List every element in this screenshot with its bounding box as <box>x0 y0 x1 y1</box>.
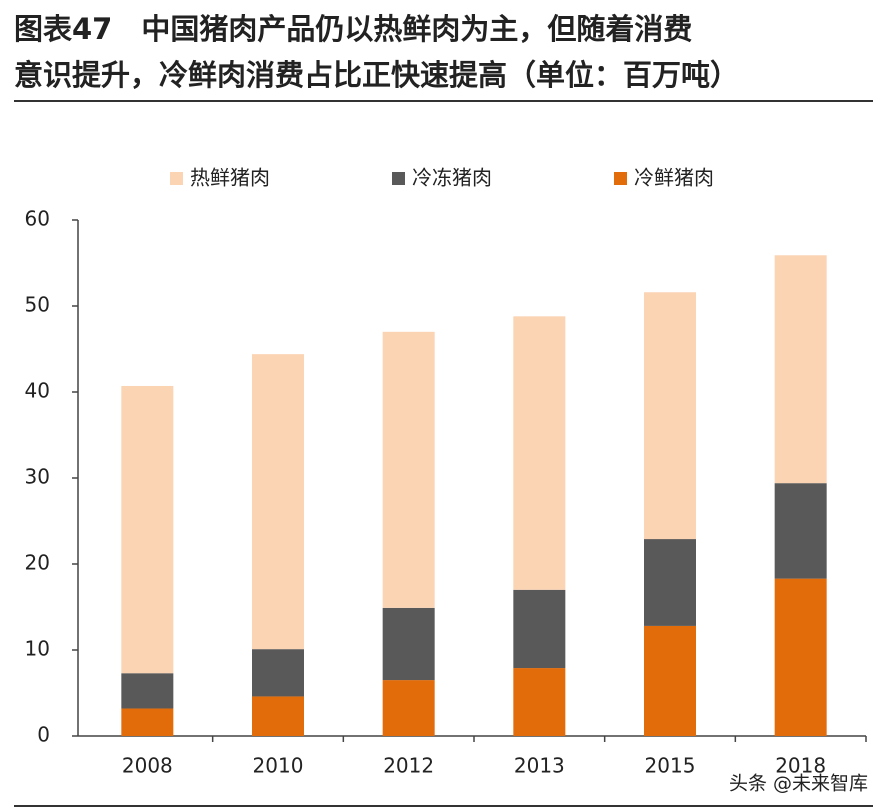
y-tick-label: 10 <box>25 637 50 661</box>
legend-label: 冷冻猪肉 <box>412 166 492 190</box>
bar-segment <box>644 539 696 626</box>
bar-segment <box>121 673 174 709</box>
legend-swatch <box>614 172 627 185</box>
bar-segment <box>644 625 696 736</box>
bar-segment <box>774 483 827 579</box>
chart-title: 意识提升，冷鲜肉消费占比正快速提高（单位：百万吨） <box>14 58 739 92</box>
legend-label: 冷鲜猪肉 <box>634 166 714 190</box>
bar-segment <box>382 680 435 736</box>
bar-segment <box>774 255 827 484</box>
y-tick-label: 40 <box>25 379 50 403</box>
legend-label: 热鲜猪肉 <box>190 166 270 190</box>
bar-segment <box>513 316 566 590</box>
bar-segment <box>382 331 435 608</box>
x-tick-label: 2018 <box>775 754 826 778</box>
bar-segment <box>513 668 566 736</box>
bar-segment <box>121 708 174 736</box>
legend-swatch <box>170 172 183 185</box>
bar-segment <box>513 589 566 669</box>
bar-segment <box>382 607 435 681</box>
bar-segment <box>252 354 304 650</box>
y-tick-label: 20 <box>25 551 50 575</box>
y-tick-label: 30 <box>25 465 50 489</box>
x-tick-label: 2013 <box>514 754 565 778</box>
y-tick-label: 60 <box>25 207 50 231</box>
y-tick-label: 50 <box>25 293 50 317</box>
watermark: 头条 @未来智库 <box>729 773 868 795</box>
x-tick-label: 2008 <box>122 754 173 778</box>
y-tick-label: 0 <box>37 723 50 747</box>
bar-segment <box>252 649 304 697</box>
x-tick-label: 2015 <box>645 754 696 778</box>
chart-title: 图表47 中国猪肉产品仍以热鲜肉为主，但随着消费 <box>14 12 692 46</box>
x-tick-label: 2010 <box>253 754 304 778</box>
bar-segment <box>644 292 696 540</box>
bar-segment <box>774 578 827 736</box>
legend-swatch <box>392 172 405 185</box>
bar-segment <box>252 696 304 736</box>
x-tick-label: 2012 <box>383 754 434 778</box>
bar-segment <box>121 385 174 674</box>
